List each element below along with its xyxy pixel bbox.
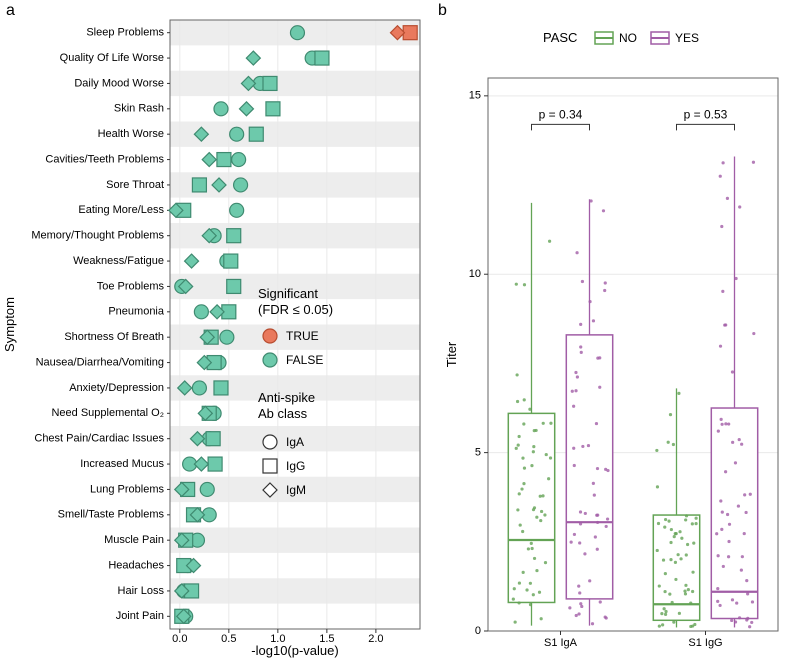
svg-text:2.0: 2.0 (368, 633, 383, 645)
svg-text:Increased Mucus: Increased Mucus (80, 458, 164, 470)
svg-text:S1 IgG: S1 IgG (688, 637, 722, 649)
svg-text:Anti-spike: Anti-spike (258, 390, 315, 405)
svg-text:FALSE: FALSE (286, 353, 323, 367)
svg-text:Headaches: Headaches (108, 559, 164, 571)
svg-text:10: 10 (469, 268, 481, 280)
svg-text:p = 0.34: p = 0.34 (539, 107, 583, 121)
svg-text:Cavities/Teeth Problems: Cavities/Teeth Problems (45, 153, 164, 165)
svg-text:Skin Rash: Skin Rash (114, 103, 164, 115)
svg-text:Need Supplemental O₂: Need Supplemental O₂ (51, 407, 164, 419)
svg-text:Sore Throat: Sore Throat (106, 179, 164, 191)
svg-text:IgM: IgM (286, 483, 306, 497)
svg-text:5: 5 (475, 447, 481, 459)
svg-text:Nausea/Diarrhea/Vomiting: Nausea/Diarrhea/Vomiting (36, 356, 164, 368)
svg-text:Smell/Taste Problems: Smell/Taste Problems (58, 509, 165, 521)
svg-text:p = 0.53: p = 0.53 (684, 107, 728, 121)
svg-text:Health Worse: Health Worse (98, 128, 164, 140)
svg-text:0: 0 (475, 625, 481, 637)
svg-text:Ab class: Ab class (258, 406, 308, 421)
svg-text:Lung Problems: Lung Problems (90, 483, 164, 495)
svg-text:Muscle Pain: Muscle Pain (104, 534, 164, 546)
svg-text:IgA: IgA (286, 435, 304, 449)
chart-a: Sleep Problems Quality Of Life Worse Daily… (0, 0, 440, 671)
svg-text:Quality Of Life Worse: Quality Of Life Worse (60, 52, 164, 64)
svg-text:(FDR ≤ 0.05): (FDR ≤ 0.05) (258, 302, 333, 317)
svg-text:Significant: Significant (258, 286, 318, 301)
svg-text:Daily Mood Worse: Daily Mood Worse (74, 77, 164, 89)
svg-text:Weakness/Fatigue: Weakness/Fatigue (73, 255, 164, 267)
svg-text:YES: YES (675, 31, 699, 45)
chart-b: 0 5 10 15 Titer S1 IgA S1 IgG PASC NO YES p = 0.34… (440, 0, 792, 671)
svg-text:TRUE: TRUE (286, 329, 319, 343)
svg-text:Memory/Thought Problems: Memory/Thought Problems (31, 230, 164, 242)
svg-text:Symptom: Symptom (2, 297, 17, 352)
svg-text:Chest Pain/Cardiac Issues: Chest Pain/Cardiac Issues (34, 433, 164, 445)
svg-text:S1 IgA: S1 IgA (544, 637, 578, 649)
svg-text:Pneumonia: Pneumonia (108, 306, 165, 318)
svg-text:Anxiety/Depression: Anxiety/Depression (69, 382, 164, 394)
svg-text:Titer: Titer (444, 341, 459, 367)
svg-text:-log10(p-value): -log10(p-value) (251, 643, 338, 658)
svg-text:Eating More/Less: Eating More/Less (78, 204, 164, 216)
svg-text:Toe Problems: Toe Problems (97, 280, 165, 292)
svg-text:15: 15 (469, 90, 481, 102)
svg-text:0.0: 0.0 (172, 633, 187, 645)
svg-text:NO: NO (619, 31, 637, 45)
svg-text:PASC: PASC (543, 30, 577, 45)
svg-text:Shortness Of Breath: Shortness Of Breath (64, 331, 164, 343)
svg-text:0.5: 0.5 (221, 633, 236, 645)
svg-text:Joint Pain: Joint Pain (116, 610, 164, 622)
svg-text:Sleep Problems: Sleep Problems (86, 27, 164, 39)
svg-text:IgG: IgG (286, 459, 305, 473)
svg-text:Hair Loss: Hair Loss (118, 585, 165, 597)
